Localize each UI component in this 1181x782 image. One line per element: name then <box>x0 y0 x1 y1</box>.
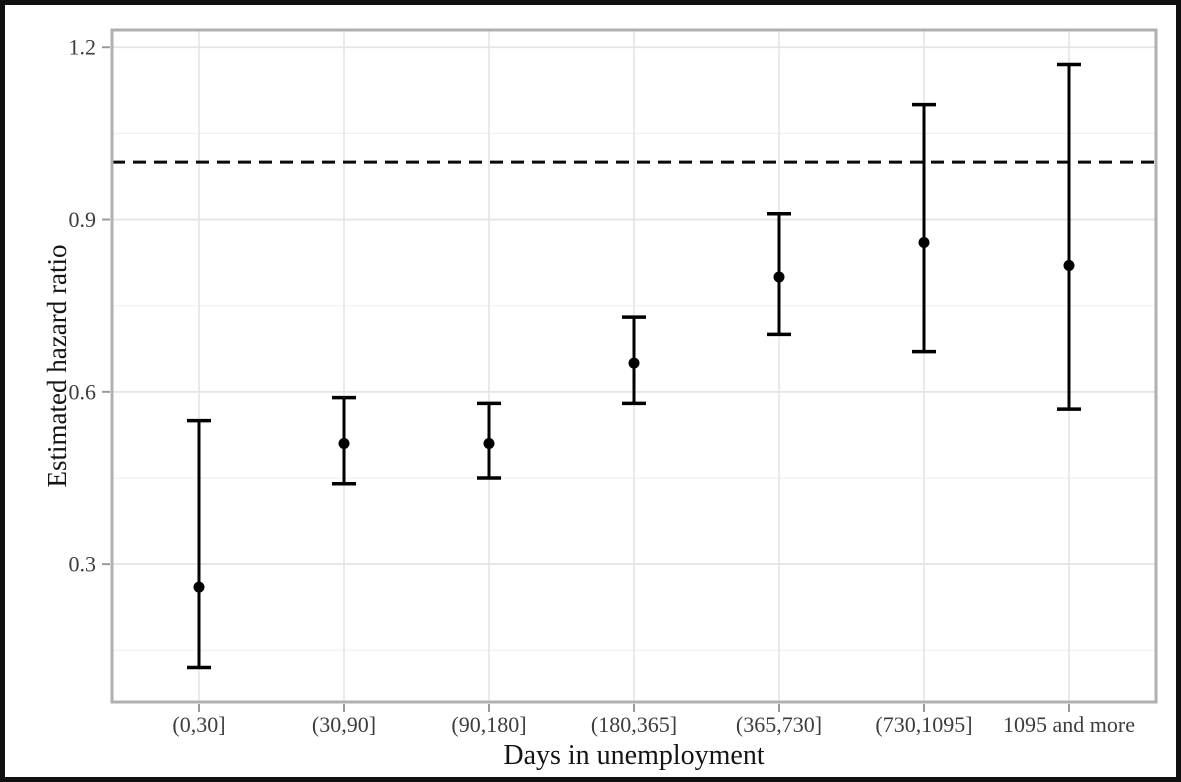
error-bar-(180,365] <box>622 315 646 406</box>
x-axis-title: Days in unemployment <box>503 740 765 771</box>
axis-layer: 0.3 0.6 0.9 1.2 (0,30] (30,90] (90,180] (180,36… <box>69 28 1158 737</box>
y-tick-label: 0.3 <box>69 552 97 577</box>
error-bar-(365,730] <box>767 212 791 337</box>
x-tick-label: (180,365] <box>591 712 677 737</box>
error-bar-1095 and more <box>1057 62 1081 411</box>
x-tick-label: (730,1095] <box>875 712 972 737</box>
error-bar-(730,1095] <box>912 102 936 354</box>
y-tick-label: 1.2 <box>69 35 97 60</box>
point-estimate-dot <box>628 357 640 369</box>
point-estimate-dot <box>193 581 205 593</box>
point-estimate-dot <box>918 237 930 249</box>
y-axis-title: Estimated hazard ratio <box>42 245 72 488</box>
error-bar-(0,30] <box>187 418 211 670</box>
x-tick-label: (30,90] <box>312 712 376 737</box>
x-tick-label: (0,30] <box>172 712 225 737</box>
x-tick-label: 1095 and more <box>1003 712 1135 737</box>
y-tick-label: 0.6 <box>69 379 97 404</box>
point-estimate-dot <box>338 438 350 450</box>
point-estimate-dot <box>483 438 495 450</box>
data-layer <box>112 62 1156 670</box>
x-tick-label: (365,730] <box>736 712 822 737</box>
plot-area-border <box>110 28 1158 704</box>
x-tick-label: (90,180] <box>451 712 526 737</box>
error-bar-(90,180] <box>477 401 501 480</box>
point-estimate-dot <box>1063 259 1075 271</box>
y-tick-label: 0.9 <box>69 207 97 232</box>
error-bar-(30,90] <box>332 395 356 486</box>
point-estimate-dot <box>773 271 785 283</box>
